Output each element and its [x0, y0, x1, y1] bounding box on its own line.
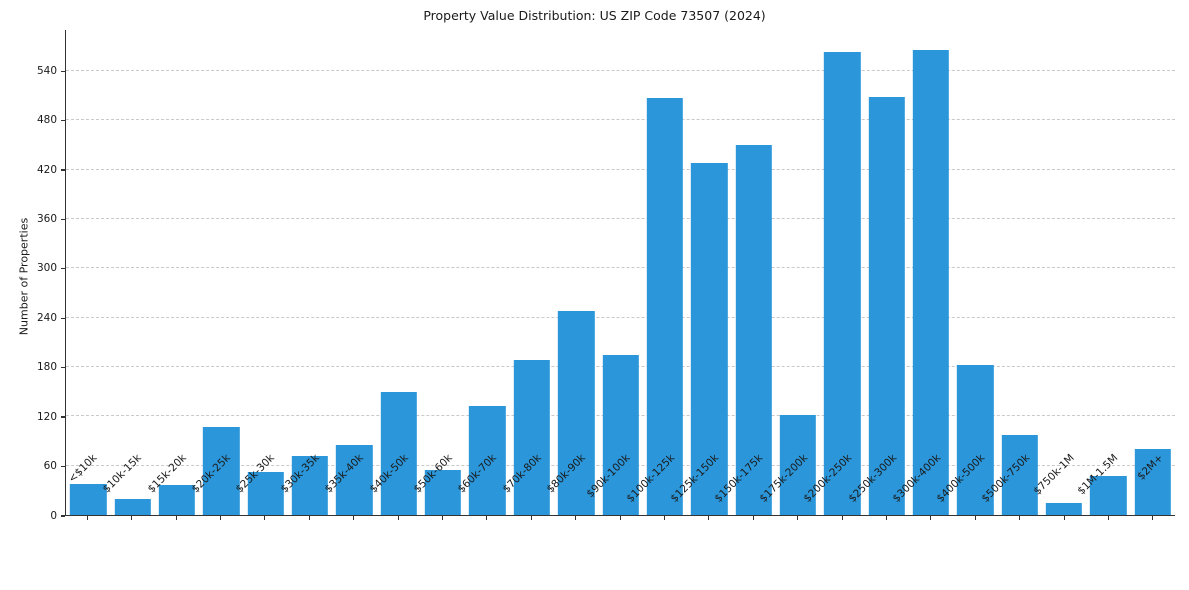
- x-tick-mark: [441, 516, 444, 520]
- y-tick-label: 540: [36, 64, 57, 77]
- x-tick-label: $30k-35k: [278, 452, 322, 496]
- y-tick-label: 240: [36, 311, 57, 324]
- y-tick-mark: [61, 268, 65, 270]
- bar-$20k-25k: [203, 427, 240, 515]
- bar-$40k-50k: [380, 391, 417, 515]
- y-tick-mark: [61, 169, 65, 171]
- x-tick-label: <$10k: [66, 452, 100, 486]
- x-tick-mark: [930, 516, 932, 520]
- bar-$60k-70k: [469, 405, 506, 515]
- bar-$175k-200k: [779, 414, 817, 515]
- y-tick-label: 180: [36, 361, 57, 374]
- bar-$250k-300k: [868, 97, 905, 515]
- x-tick-mark: [397, 516, 399, 520]
- x-tick-mark: [708, 516, 710, 520]
- x-tick-mark: [1063, 516, 1065, 520]
- bar-$750k-1M: [1045, 502, 1083, 515]
- y-tick-label: 300: [36, 262, 57, 275]
- x-axis-labels: <$10k $10k-15k $15k-20k $20k-25k $25k-30k $30…: [65, 446, 1175, 516]
- bar-$150k-175k: [735, 145, 772, 515]
- bar-$15k-20k: [158, 485, 196, 515]
- y-tick-mark: [61, 515, 65, 517]
- x-tick-label: $40k-50k: [367, 452, 411, 496]
- bar-$500k-750k: [1001, 435, 1038, 515]
- x-tick-label: $80k-90k: [544, 452, 589, 496]
- plot-area: [65, 30, 1175, 516]
- gridline: [66, 316, 1175, 318]
- x-tick-mark: [175, 516, 177, 520]
- x-tick-mark: [1152, 516, 1154, 520]
- x-tick-mark: [308, 516, 310, 520]
- chart-title: Property Value Distribution: US ZIP Code…: [423, 8, 766, 23]
- gridline: [66, 70, 1175, 72]
- y-tick-label: 420: [36, 163, 57, 176]
- bar-$50k-60k: [424, 469, 462, 515]
- x-tick-label: $750k-1M: [1030, 452, 1077, 498]
- x-tick-mark: [219, 516, 222, 520]
- x-tick-label: $15k-20k: [145, 452, 189, 496]
- x-tick-label: $20k-25k: [189, 452, 233, 496]
- x-tick-label: $70k-80k: [500, 452, 544, 496]
- x-tick-mark: [353, 516, 355, 520]
- x-tick-label: $1M-1.5M: [1075, 452, 1121, 498]
- bar-$30k-35k: [291, 455, 329, 515]
- x-tick-mark: [974, 516, 976, 520]
- y-tick-label: 0: [50, 509, 57, 522]
- x-tick-label: $2M+: [1134, 452, 1166, 483]
- x-tick-mark: [752, 516, 754, 520]
- x-tick-label: $50k-60k: [411, 452, 455, 496]
- gridline: [66, 267, 1175, 269]
- y-tick-mark: [61, 317, 65, 319]
- bar-$80k-90k: [557, 311, 595, 515]
- y-tick-mark: [61, 70, 65, 72]
- x-tick-label: $35k-40k: [322, 452, 367, 496]
- y-tick-label: 480: [36, 114, 57, 127]
- x-tick-mark: [530, 516, 532, 520]
- x-tick-mark: [619, 516, 621, 520]
- bar-$10k-15k: [114, 498, 151, 515]
- bar-$300k-400k: [912, 49, 950, 515]
- y-tick-mark: [61, 416, 65, 418]
- x-tick-mark: [1107, 516, 1110, 520]
- bar-$200k-250k: [824, 52, 861, 515]
- x-tick-mark: [131, 516, 133, 520]
- x-tick-mark: [841, 516, 843, 520]
- x-tick-mark: [1019, 516, 1021, 520]
- bar-$25k-30k: [247, 472, 284, 515]
- gridline: [66, 168, 1175, 170]
- bar-$70k-80k: [513, 359, 550, 515]
- y-tick-mark: [61, 465, 65, 468]
- bar-$1M-1.5M: [1090, 476, 1127, 515]
- y-tick-label: 120: [36, 410, 57, 423]
- bar-$2M+: [1134, 449, 1171, 515]
- y-tick-mark: [61, 367, 65, 369]
- bar-$35k-40k: [336, 445, 373, 515]
- x-tick-mark: [797, 516, 799, 520]
- y-axis-ticks: 0 60 120 180 240 300 360 420 480 540: [0, 30, 65, 521]
- x-tick-mark: [885, 516, 888, 520]
- x-tick-label: $90k-100k: [584, 452, 633, 501]
- x-tick-label: $60k-70k: [455, 452, 500, 496]
- x-tick-mark: [86, 516, 88, 520]
- x-tick-mark: [264, 516, 266, 520]
- bar-$90k-100k: [602, 354, 639, 515]
- y-tick-mark: [61, 119, 65, 122]
- x-tick-mark: [575, 516, 577, 520]
- bar-$400k-500k: [957, 365, 994, 515]
- bar-$100k-125k: [646, 98, 684, 515]
- gridline: [66, 119, 1175, 121]
- bar-$125k-150k: [691, 163, 728, 515]
- x-tick-mark: [663, 516, 666, 520]
- x-tick-mark: [486, 516, 488, 520]
- y-tick-label: 60: [43, 460, 57, 473]
- y-tick-label: 360: [36, 212, 57, 225]
- x-tick-label: $10k-15k: [100, 452, 145, 496]
- x-tick-label: $25k-30k: [233, 452, 278, 496]
- gridline: [66, 218, 1175, 220]
- bar-<$10k: [69, 483, 107, 515]
- y-tick-mark: [61, 218, 65, 220]
